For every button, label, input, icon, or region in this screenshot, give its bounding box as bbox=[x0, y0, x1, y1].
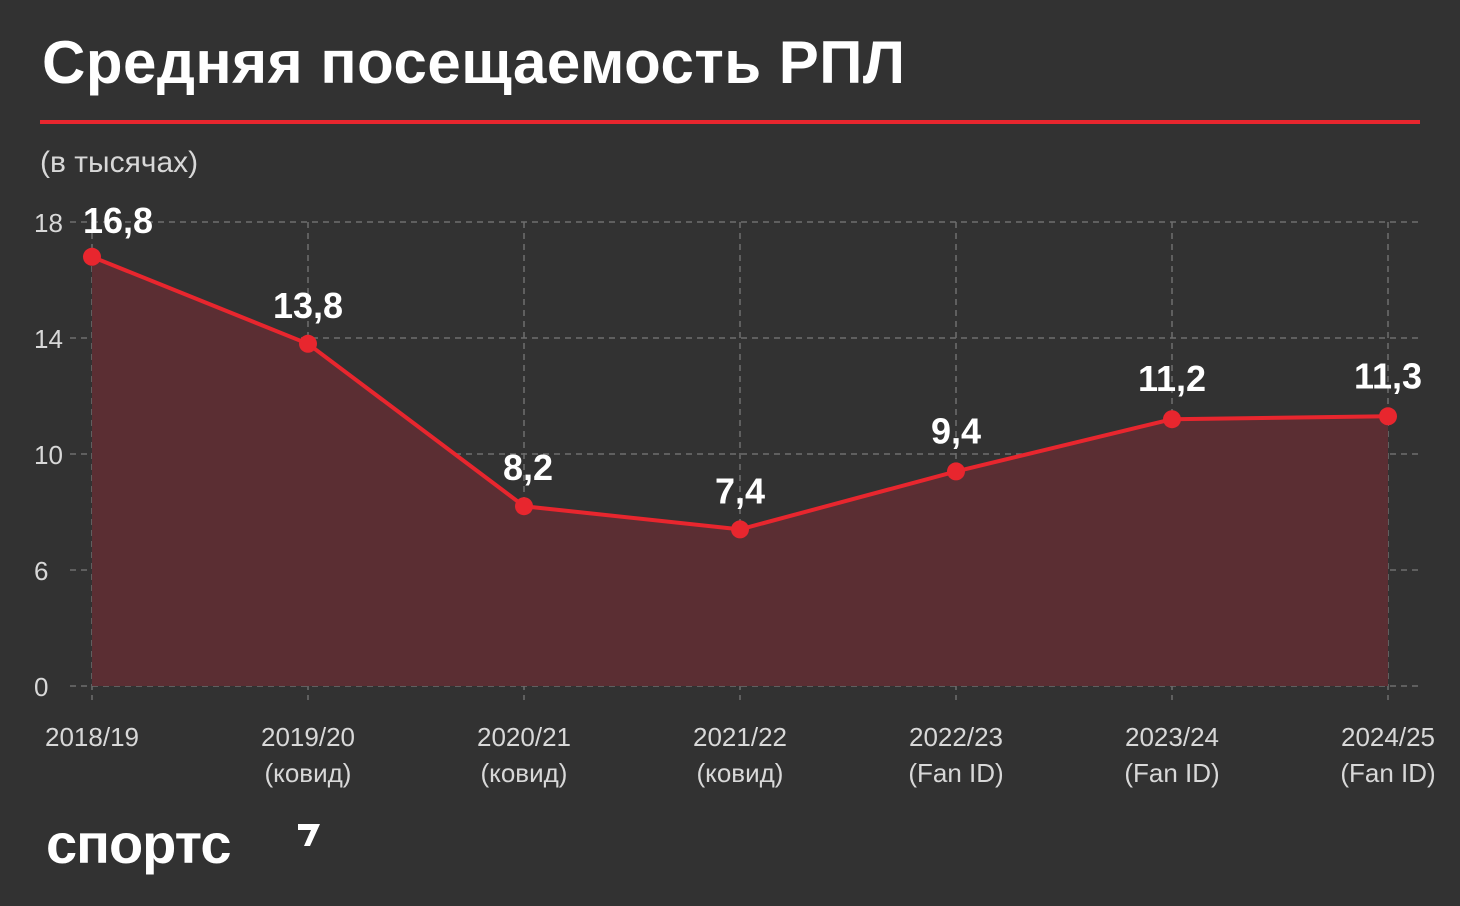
y-tick-label: 0 bbox=[34, 672, 48, 702]
data-point bbox=[83, 247, 101, 266]
data-label: 8,2 bbox=[503, 447, 553, 488]
title-divider bbox=[40, 120, 1420, 124]
y-tick-label: 18 bbox=[34, 208, 63, 238]
logo-mark-icon bbox=[298, 824, 320, 846]
x-tick-label: 2021/22 bbox=[693, 722, 787, 752]
units-label: (в тысячах) bbox=[40, 146, 199, 179]
data-label: 11,3 bbox=[1354, 355, 1422, 396]
y-tick-label: 10 bbox=[34, 440, 63, 470]
data-point bbox=[947, 462, 965, 481]
x-tick-sublabel: (Fan ID) bbox=[1124, 758, 1219, 788]
data-label: 16,8 bbox=[83, 200, 153, 241]
area-fill bbox=[92, 256, 1388, 686]
y-tick-label: 6 bbox=[34, 556, 48, 586]
data-point bbox=[1163, 410, 1181, 429]
x-tick-label: 2023/24 bbox=[1125, 722, 1219, 752]
x-tick-label: 2022/23 bbox=[909, 722, 1003, 752]
x-tick-sublabel: (ковид) bbox=[481, 758, 568, 788]
x-tick-label: 2019/20 bbox=[261, 722, 355, 752]
data-point bbox=[1379, 407, 1397, 426]
data-point bbox=[299, 334, 317, 353]
x-tick-label: 2020/21 bbox=[477, 722, 571, 752]
data-point bbox=[731, 520, 749, 539]
data-label: 13,8 bbox=[273, 285, 343, 326]
x-tick-sublabel: (Fan ID) bbox=[1340, 758, 1435, 788]
x-tick-label: 2024/25 bbox=[1341, 722, 1435, 752]
data-label: 11,2 bbox=[1138, 358, 1206, 399]
x-tick-sublabel: (ковид) bbox=[697, 758, 784, 788]
x-tick-sublabel: (Fan ID) bbox=[908, 758, 1003, 788]
x-tick-label: 2018/19 bbox=[45, 722, 139, 752]
data-label: 7,4 bbox=[715, 470, 765, 511]
x-tick-sublabel: (ковид) bbox=[265, 758, 352, 788]
data-point bbox=[515, 497, 533, 516]
chart-title: Средняя посещаемость РПЛ bbox=[42, 29, 906, 96]
y-tick-label: 14 bbox=[34, 324, 63, 354]
data-label: 9,4 bbox=[931, 410, 981, 451]
sports-logo: спортс bbox=[46, 812, 231, 875]
